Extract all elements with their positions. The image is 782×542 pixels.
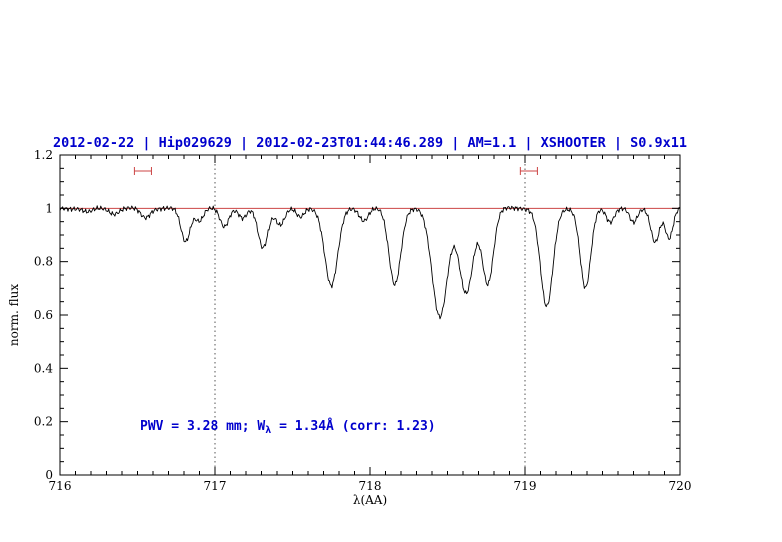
x-tick-label: 716 [49,479,72,493]
spectrum-line [59,205,681,320]
y-tick-label: 0.6 [34,308,53,322]
y-tick-label: 1 [45,201,53,215]
pwv-annotation-post: = 1.34Å (corr: 1.23) [271,418,435,434]
y-tick-label: 0.8 [34,255,53,269]
y-tick-label: 0.4 [34,361,53,375]
plot-frame [59,154,681,476]
axis-ticks: 716 717 718 719 720 0 0.2 0.4 0.6 0.8 1 1.2 [34,148,692,493]
x-tick-label: 720 [669,479,692,493]
x-axis-label: λ(AA) [353,493,387,507]
range-marker [519,167,538,175]
x-tick-label: 719 [514,479,537,493]
chart-title: 2012-02-22 | Hip029629 | 2012-02-23T01:4… [53,135,687,151]
pwv-annotation-pre: PWV = 3.28 mm; W [140,419,265,434]
range-marker [133,167,152,175]
x-tick-label: 717 [204,479,227,493]
y-axis-label: norm. flux [7,284,21,346]
y-tick-label: 0 [45,468,53,482]
plot-content [59,155,681,475]
y-tick-label: 0.2 [34,415,53,429]
y-tick-label: 1.2 [34,148,53,162]
pwv-annotation-sub: λ [265,425,271,436]
x-tick-label: 718 [359,479,382,493]
pwv-annotation: PWV = 3.28 mm; Wλ = 1.34Å (corr: 1.23) [140,418,436,436]
